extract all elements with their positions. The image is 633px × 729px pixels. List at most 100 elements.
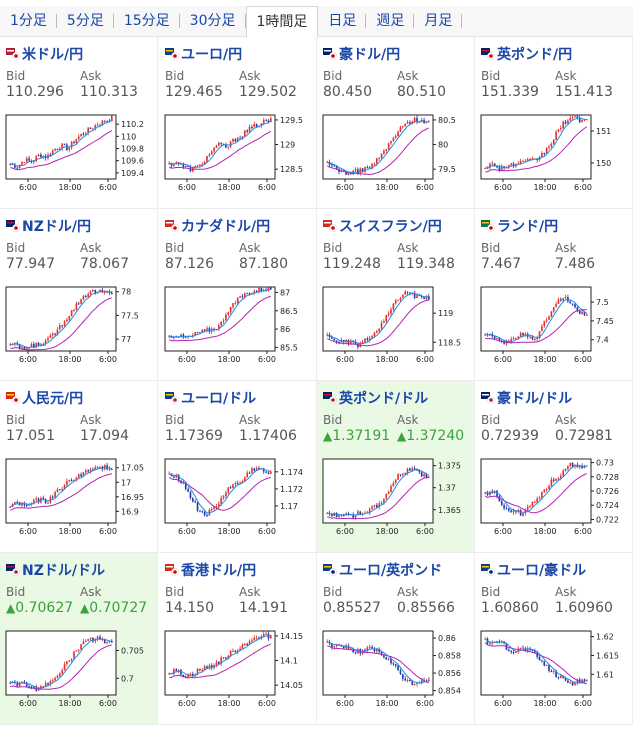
candle-body (519, 510, 522, 516)
candle-body (84, 640, 87, 642)
price-chart[interactable]: 78 77.5 77 6:00 18:00 6:00 (4, 285, 152, 363)
price-chart[interactable]: 129.5 129 128.5 6:00 18:00 6:00 (163, 113, 311, 191)
pair-title-link[interactable]: 英ポンド/円 (481, 44, 572, 64)
pair-title-link[interactable]: NZドル/円 (6, 216, 91, 236)
price-chart[interactable]: 119 118.5 6:00 18:00 6:00 (321, 285, 469, 363)
tab-timeframe-4[interactable]: 1時間足 (245, 5, 319, 38)
tab-timeframe-6[interactable]: 週足 (366, 6, 415, 36)
rate-card[interactable]: ユーロ/豪ドル Bid Ask 1.60860 1.60960 1.62 1.615 1.61… (475, 553, 633, 725)
candle-body (375, 649, 378, 652)
pair-title-link[interactable]: 人民元/円 (6, 388, 83, 408)
candle-body (347, 645, 350, 649)
rate-card[interactable]: ユーロ/円 Bid Ask 129.465 129.502 129.5 129 128.5 6:… (159, 37, 317, 209)
pair-title-link[interactable]: ユーロ/英ポンド (323, 560, 442, 580)
tab-label: 1時間足 (256, 13, 308, 30)
candle-body (545, 319, 548, 322)
price-chart[interactable]: 87 86.5 86 85.5 6:00 18:00 6:00 (163, 285, 311, 363)
moving-average-long-line (10, 297, 112, 351)
pair-title-link[interactable]: ユーロ/円 (165, 44, 242, 64)
rate-card[interactable]: NZドル/ドル Bid Ask ▲0.70627 ▲0.70727 0.705 0.7 6:0… (0, 553, 158, 725)
moving-average-long-line (485, 126, 588, 173)
pair-title-link[interactable]: ユーロ/ドル (165, 388, 256, 408)
moving-average-long-line (168, 130, 272, 170)
y-tick-label: 0.728 (596, 473, 619, 482)
rate-card[interactable]: 香港ドル/円 Bid Ask 14.150 14.191 14.15 14.1 14.05 6:… (159, 553, 317, 725)
candle-body (416, 295, 418, 299)
rate-card[interactable]: ユーロ/ドル Bid Ask 1.17369 1.17406 1.174 1.172 1.17… (159, 381, 317, 553)
pair-title-link[interactable]: カナダドル/円 (165, 216, 270, 236)
rate-card[interactable]: カナダドル/円 Bid Ask 87.126 87.180 87 86.5 86 85.5 6:0… (159, 209, 317, 381)
pair-title-link[interactable]: 豪ドル/ドル (481, 388, 572, 408)
bid-number: 7.467 (481, 256, 522, 272)
tab-timeframe-1[interactable]: 5分足 (57, 6, 114, 36)
tab-timeframe-0[interactable]: 1分足 (0, 6, 57, 36)
price-chart[interactable]: 110.2 110 109.8 109.6 109.4 6:00 18:00 6:00 (4, 113, 152, 191)
rate-card[interactable]: NZドル/円 Bid Ask 77.947 78.067 78 77.5 77 6:00 18:0… (0, 209, 158, 381)
ask-number: 80.510 (397, 84, 446, 100)
rate-card[interactable]: 豪ドル/円 Bid Ask 80.450 80.510 80.5 80 79.5 6:00 18:… (317, 37, 475, 209)
candle-body (220, 497, 223, 504)
candle-body (84, 296, 87, 298)
eujp-flag-icon (165, 48, 179, 60)
candle-body (564, 469, 567, 471)
tab-timeframe-5[interactable]: 日足 (318, 6, 367, 36)
rate-card[interactable]: ユーロ/英ポンド Bid Ask 0.85527 0.85566 0.86 0.858 0.8… (317, 553, 475, 725)
candle-body (574, 116, 576, 118)
rate-card[interactable]: 米ドル/円 Bid Ask 110.296 110.313 110.2 110 109.8 10… (0, 37, 158, 209)
candle-body (225, 314, 227, 321)
candle-body (56, 329, 59, 335)
candle-body (385, 657, 388, 660)
candle-body (571, 462, 574, 467)
rate-card[interactable]: スイスフラン/円 Bid Ask 119.248 119.348 119 118.5 6:00… (317, 209, 475, 381)
pair-title-link[interactable]: 英ポンド/ドル (323, 388, 428, 408)
candle-body (331, 336, 333, 339)
candle-body (269, 118, 272, 123)
candle-body (58, 489, 61, 491)
candle-body (40, 154, 42, 158)
tab-timeframe-7[interactable]: 月足 (414, 6, 463, 36)
pair-title-link[interactable]: NZドル/ドル (6, 560, 105, 580)
bid-number: 0.85527 (323, 600, 381, 616)
tab-timeframe-3[interactable]: 30分足 (180, 6, 246, 36)
rate-card[interactable]: 豪ドル/ドル Bid Ask 0.72939 0.72981 0.73 0.728 0.726… (475, 381, 633, 553)
price-chart[interactable]: 0.705 0.7 6:00 18:00 6:00 (4, 629, 152, 707)
price-chart[interactable]: 7.5 7.45 7.4 6:00 18:00 6:00 (479, 285, 627, 363)
candle-body (583, 679, 586, 681)
price-chart[interactable]: 0.73 0.728 0.726 0.724 0.722 6:00 18:00 6:00 (479, 457, 627, 535)
candle-body (383, 150, 385, 154)
bid-number: 110.296 (6, 84, 64, 100)
pair-title-link[interactable]: 豪ドル/円 (323, 44, 400, 64)
candle-body (333, 646, 336, 648)
candle-body (262, 120, 265, 124)
price-chart[interactable]: 1.375 1.37 1.365 6:00 18:00 6:00 (321, 457, 469, 535)
price-chart[interactable]: 17.05 17 16.95 16.9 6:00 18:00 6:00 (4, 457, 152, 535)
price-chart[interactable]: 1.62 1.615 1.61 6:00 18:00 6:00 (479, 629, 627, 707)
pair-title-link[interactable]: 米ドル/円 (6, 44, 83, 64)
rate-card[interactable]: ランド/円 Bid Ask 7.467 7.486 7.5 7.45 7.4 6:00 18:00… (475, 209, 633, 381)
pair-title-link[interactable]: スイスフラン/円 (323, 216, 442, 236)
pair-title-link[interactable]: ランド/円 (481, 216, 558, 236)
candle-body (394, 136, 397, 138)
x-tick-label: 18:00 (375, 355, 398, 363)
price-chart[interactable]: 14.15 14.1 14.05 6:00 18:00 6:00 (163, 629, 311, 707)
candle-body (409, 680, 411, 682)
rate-card[interactable]: 英ポンド/円 Bid Ask 151.339 151.413 151 150 6:00 18:0… (475, 37, 633, 209)
pair-title-link[interactable]: 香港ドル/円 (165, 560, 256, 580)
candle-body (420, 296, 423, 298)
rate-card[interactable]: 英ポンド/ドル Bid Ask ▲1.37191 ▲1.37240 1.375 1.37 1.… (317, 381, 475, 553)
pair-title-link[interactable]: ユーロ/豪ドル (481, 560, 586, 580)
candle-body (562, 121, 565, 128)
y-tick-label: 0.7 (121, 674, 134, 683)
pair-title-text: ランド/円 (497, 219, 559, 235)
candle-body (243, 293, 246, 297)
rate-card[interactable]: 人民元/円 Bid Ask 17.051 17.094 17.05 17 16.95 16.9 6… (0, 381, 158, 553)
moving-average-short-line (169, 635, 271, 677)
price-chart[interactable]: 1.174 1.172 1.17 6:00 18:00 6:00 (163, 457, 311, 535)
price-chart[interactable]: 151 150 6:00 18:00 6:00 (479, 113, 627, 191)
price-chart[interactable]: 0.86 0.858 0.856 0.854 6:00 18:00 6:00 (321, 629, 469, 707)
tab-timeframe-2[interactable]: 15分足 (114, 6, 180, 36)
y-tick-label: 1.62 (596, 633, 614, 642)
candle-body (574, 683, 576, 686)
candle-body (347, 513, 350, 515)
price-chart[interactable]: 80.5 80 79.5 6:00 18:00 6:00 (321, 113, 469, 191)
